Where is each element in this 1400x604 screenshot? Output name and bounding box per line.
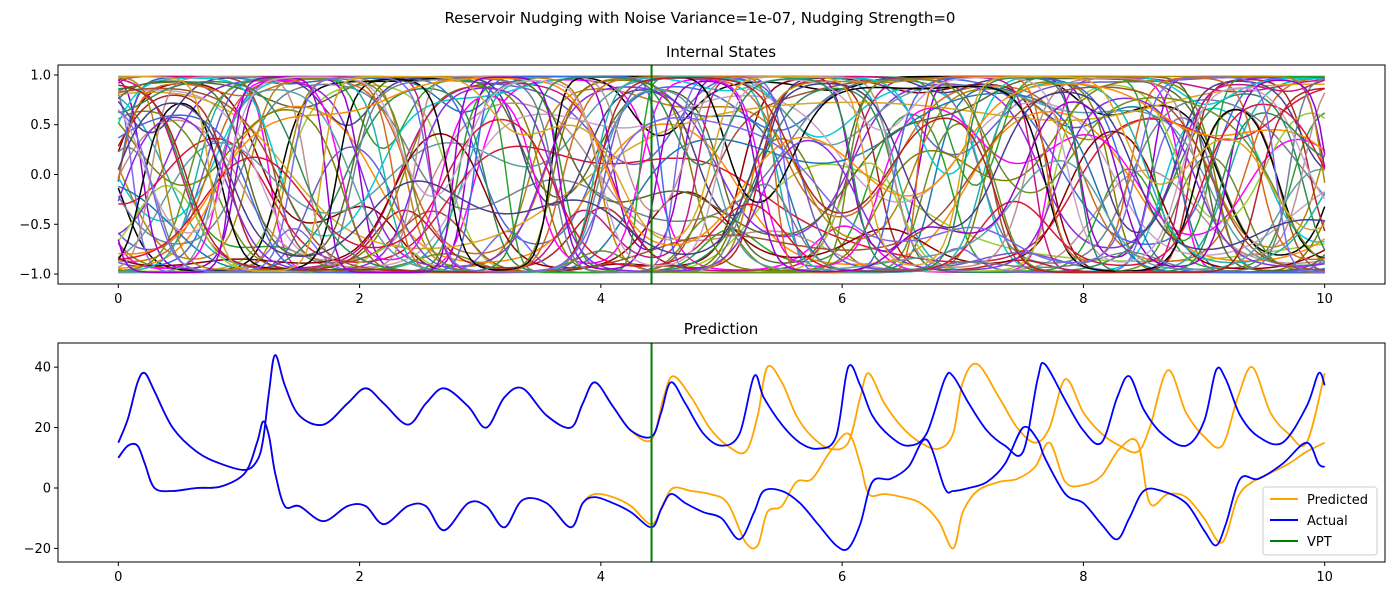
- internal-state-line: [118, 83, 1325, 250]
- internal-state-line: [117, 82, 1325, 257]
- internal-state-line: [118, 75, 1326, 272]
- prediction-xtick-label: 10: [1316, 570, 1333, 585]
- internal-state-line: [118, 77, 1326, 274]
- prediction-legend: Predicted Actual VPT: [1262, 486, 1378, 556]
- prediction-xtick-label: 6: [838, 570, 846, 585]
- internal-state-line: [117, 130, 1326, 270]
- legend-label-vpt: VPT: [1307, 535, 1332, 550]
- legend-entry-vpt: VPT: [1270, 535, 1332, 550]
- internal-state-line: [117, 77, 1325, 274]
- legend-entry-actual: Actual: [1270, 514, 1348, 529]
- internal-states-ticks: 0 2 4 6 8 10 −1.0 −0.5 0.0 0.5 1.0: [19, 68, 1333, 307]
- internal-states-xtick-label: 6: [838, 292, 846, 307]
- prediction-xtick-label: 4: [597, 570, 605, 585]
- internal-states-chart: Internal States 0 2 4 6 8 10 −1.0 −0.5 0.0 0.5 1.0: [19, 43, 1386, 307]
- series-line-predicted: [117, 354, 1326, 471]
- internal-states-xtick-label: 8: [1079, 292, 1087, 307]
- prediction-series: [117, 354, 1326, 551]
- internal-state-line: [118, 76, 1325, 273]
- internal-state-line: [117, 75, 1325, 274]
- internal-states-axes-frame: [57, 64, 1386, 285]
- internal-state-line: [117, 76, 1326, 267]
- internal-states-ytick-label: −1.0: [19, 268, 51, 283]
- internal-states-xtick-label: 0: [114, 292, 122, 307]
- prediction-ytick-label: −20: [24, 542, 51, 557]
- prediction-ytick-label: 20: [34, 421, 51, 436]
- internal-states-ytick-label: −0.5: [19, 218, 51, 233]
- internal-states-xtick-label: 2: [355, 292, 363, 307]
- internal-state-line: [117, 79, 1325, 274]
- internal-states-ytick-label: 1.0: [30, 68, 51, 83]
- prediction-xtick-label: 2: [355, 570, 363, 585]
- internal-state-line: [118, 76, 1325, 274]
- legend-box: [1262, 486, 1378, 556]
- prediction-title: Prediction: [684, 320, 759, 338]
- internal-states-ytick-label: 0.5: [30, 118, 51, 133]
- legend-label-actual: Actual: [1307, 514, 1348, 529]
- internal-state-line: [118, 87, 1325, 263]
- internal-states-ytick-label: 0.0: [30, 168, 51, 183]
- prediction-xtick-label: 8: [1079, 570, 1087, 585]
- internal-states-title: Internal States: [666, 43, 776, 61]
- prediction-xtick-label: 0: [114, 570, 122, 585]
- internal-state-line: [118, 86, 1325, 273]
- series-line-actual: [117, 420, 1326, 551]
- internal-state-line: [118, 88, 1325, 274]
- internal-state-line: [118, 103, 1326, 273]
- series-line-actual: [117, 354, 1326, 471]
- prediction-ticks: 0 2 4 6 8 10 −20 0 20 40: [24, 361, 1333, 585]
- prediction-chart: Prediction 0 2 4 6 8 10 −20 0 20 40 Predicted Act…: [24, 320, 1386, 585]
- internal-state-line: [117, 75, 1326, 270]
- internal-states-xtick-label: 10: [1316, 292, 1333, 307]
- prediction-ytick-label: 0: [43, 481, 51, 496]
- prediction-axes-frame: [57, 342, 1386, 563]
- figure-suptitle: Reservoir Nudging with Noise Variance=1e…: [445, 9, 956, 27]
- internal-states-series: [117, 75, 1326, 274]
- internal-state-line: [118, 77, 1326, 255]
- legend-label-predicted: Predicted: [1307, 493, 1368, 508]
- internal-state-line: [117, 76, 1326, 274]
- legend-entry-predicted: Predicted: [1270, 493, 1368, 508]
- internal-states-xtick-label: 4: [597, 292, 605, 307]
- prediction-ytick-label: 40: [34, 361, 51, 376]
